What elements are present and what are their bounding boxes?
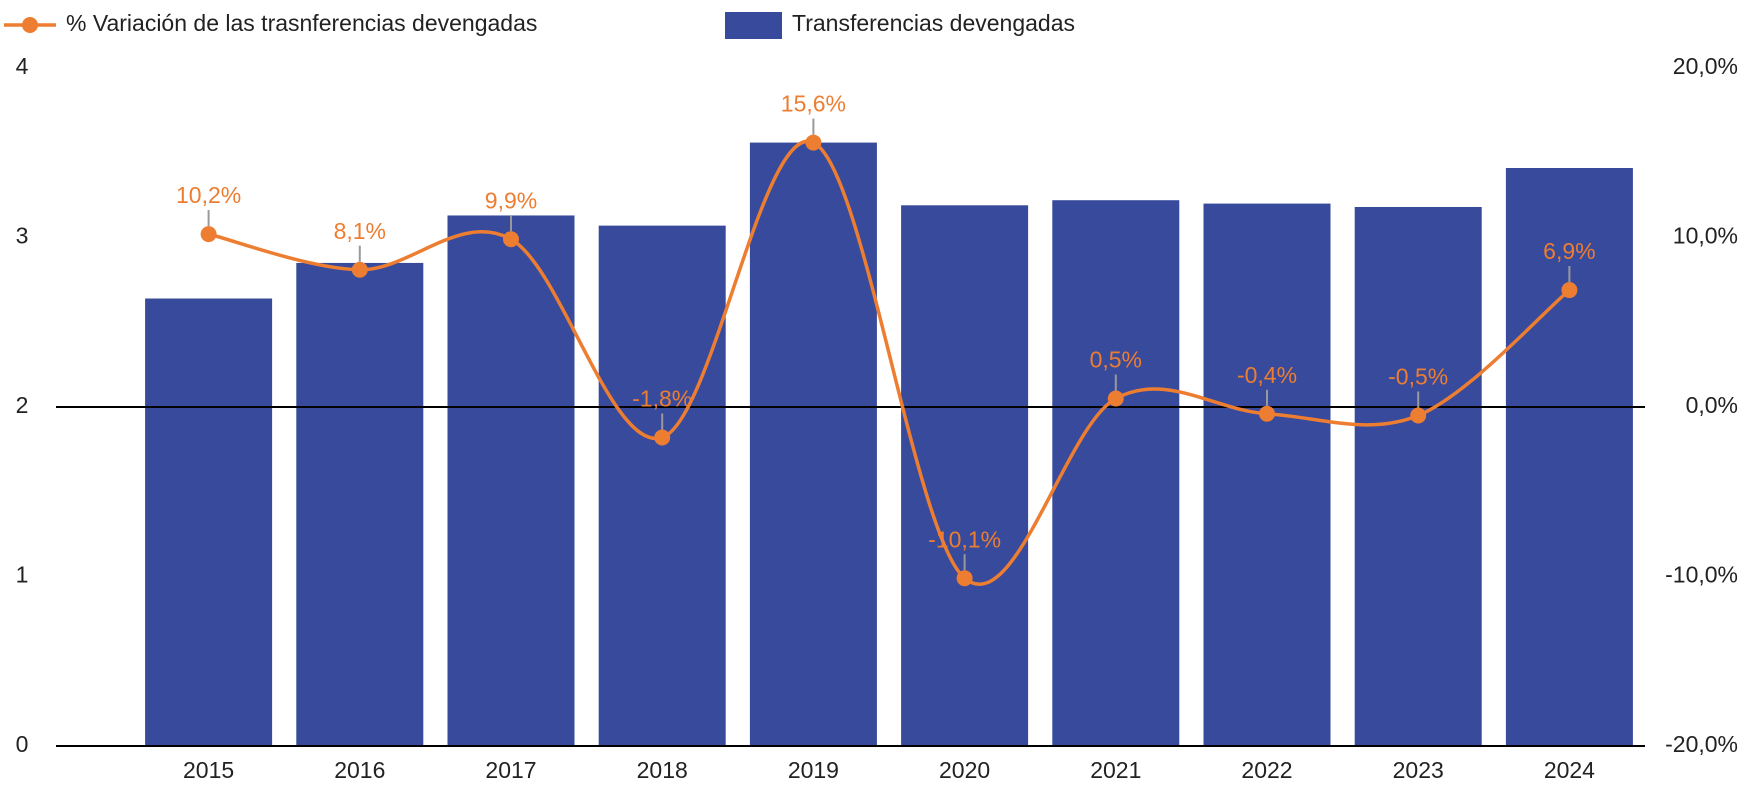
legend-marker xyxy=(22,17,38,33)
data-label: 10,2% xyxy=(176,182,241,208)
data-label: 0,5% xyxy=(1090,347,1142,373)
marker xyxy=(805,134,822,151)
x-tick-label: 2020 xyxy=(939,757,990,783)
bar xyxy=(749,142,877,746)
y-tick-label: 4 xyxy=(16,53,29,79)
bar xyxy=(1052,200,1180,746)
x-tick-label: 2022 xyxy=(1241,757,1292,783)
x-tick-label: 2023 xyxy=(1393,757,1444,783)
x-tick-label: 2017 xyxy=(485,757,536,783)
y2-tick-label: -20,0% xyxy=(1665,731,1738,757)
x-tick-label: 2019 xyxy=(788,757,839,783)
x-tick-label: 2015 xyxy=(183,757,234,783)
marker xyxy=(1259,405,1275,422)
line xyxy=(208,139,1571,586)
bar xyxy=(1203,203,1331,747)
bar xyxy=(1354,206,1482,747)
data-label: -0,5% xyxy=(1388,364,1448,390)
x-tick-label: 2021 xyxy=(1090,757,1141,783)
y2-tick-label: 10,0% xyxy=(1673,223,1738,249)
legend-label: Transferencias devengadas xyxy=(792,10,1075,36)
legend-label: % Variación de las trasnferencias deveng… xyxy=(66,10,537,36)
marker xyxy=(351,261,368,278)
data-label: -1,8% xyxy=(632,386,692,412)
x-tick-label: 2024 xyxy=(1544,757,1595,783)
marker xyxy=(1410,407,1427,424)
x-tick-label: 2016 xyxy=(334,757,385,783)
marker xyxy=(200,226,217,243)
data-label: 15,6% xyxy=(781,91,846,117)
marker xyxy=(1107,390,1124,407)
x-tick-label: 2018 xyxy=(637,757,688,783)
y-tick-label: 1 xyxy=(16,562,29,588)
y2-tick-label: -10,0% xyxy=(1665,562,1738,588)
data-label: -10,1% xyxy=(928,526,1001,552)
y-tick-label: 2 xyxy=(16,392,29,418)
y-tick-label: 0 xyxy=(16,731,29,757)
data-label: -0,4% xyxy=(1237,362,1297,388)
data-label: 8,1% xyxy=(334,218,386,244)
bar xyxy=(598,225,726,746)
data-label: 6,9% xyxy=(1543,238,1595,264)
bar xyxy=(447,215,575,747)
bar xyxy=(145,298,273,746)
bar xyxy=(1505,168,1633,746)
y2-tick-label: 0,0% xyxy=(1686,392,1738,418)
y2-tick-label: 20,0% xyxy=(1673,53,1738,79)
marker xyxy=(956,570,973,587)
legend-swatch xyxy=(725,12,782,39)
data-label: 9,9% xyxy=(485,187,537,213)
marker xyxy=(654,429,671,446)
bar xyxy=(296,262,424,746)
y-tick-label: 3 xyxy=(16,223,29,249)
marker xyxy=(503,231,519,248)
marker xyxy=(1561,282,1578,299)
